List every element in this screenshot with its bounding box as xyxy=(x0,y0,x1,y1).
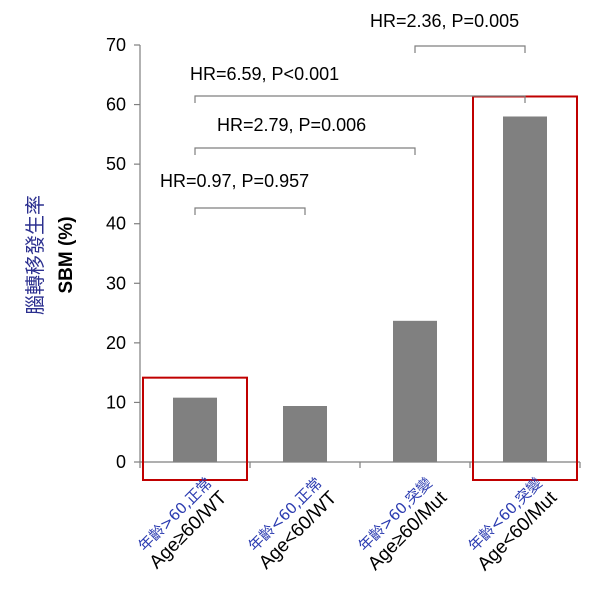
significance-bracket xyxy=(414,45,526,53)
y-tick-label: 70 xyxy=(106,35,126,55)
hr-annotation: HR=2.36, P=0.005 xyxy=(370,11,519,31)
highlight-box xyxy=(142,376,248,482)
bar xyxy=(283,406,327,462)
y-tick-label: 60 xyxy=(106,95,126,115)
hr-annotation: HR=6.59, P<0.001 xyxy=(190,64,339,84)
axes: 0 10 20 30 40 50 60 70 xyxy=(106,35,581,472)
y-axis-label-chinese: 腦轉移發生率 xyxy=(23,195,47,315)
bar xyxy=(503,116,547,462)
bar xyxy=(173,397,217,462)
significance-bracket xyxy=(194,147,416,155)
significance-bracket xyxy=(194,207,306,215)
y-axis-label: SBM (%) xyxy=(56,216,77,293)
y-tick-label: 40 xyxy=(106,214,126,234)
y-tick-label: 10 xyxy=(106,392,126,412)
y-tick-label: 0 xyxy=(116,452,126,472)
y-tick-label: 20 xyxy=(106,333,126,353)
bars xyxy=(173,116,547,462)
annotations: HR=0.97, P=0.957 HR=2.79, P=0.006 HR=6.59,… xyxy=(160,11,526,215)
hr-annotation: HR=2.79, P=0.006 xyxy=(217,115,366,135)
y-tick-label: 30 xyxy=(106,273,126,293)
hr-annotation: HR=0.97, P=0.957 xyxy=(160,171,309,191)
y-tick-label: 50 xyxy=(106,154,126,174)
bar xyxy=(393,320,437,462)
significance-bracket xyxy=(194,95,526,103)
